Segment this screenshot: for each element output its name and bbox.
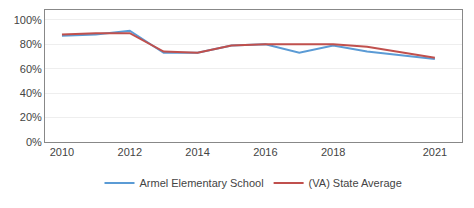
svg-text:2016: 2016 bbox=[253, 146, 277, 158]
svg-text:100%: 100% bbox=[14, 14, 42, 26]
svg-text:2018: 2018 bbox=[321, 146, 345, 158]
svg-text:Armel Elementary School: Armel Elementary School bbox=[140, 177, 264, 189]
svg-text:2010: 2010 bbox=[50, 146, 74, 158]
svg-text:40%: 40% bbox=[20, 87, 42, 99]
svg-text:(VA) State Average: (VA) State Average bbox=[309, 177, 402, 189]
svg-text:2021: 2021 bbox=[423, 146, 447, 158]
svg-text:0%: 0% bbox=[26, 136, 42, 148]
svg-text:60%: 60% bbox=[20, 63, 42, 75]
svg-text:20%: 20% bbox=[20, 111, 42, 123]
svg-text:2012: 2012 bbox=[118, 146, 142, 158]
svg-text:2014: 2014 bbox=[185, 146, 209, 158]
svg-text:80%: 80% bbox=[20, 38, 42, 50]
